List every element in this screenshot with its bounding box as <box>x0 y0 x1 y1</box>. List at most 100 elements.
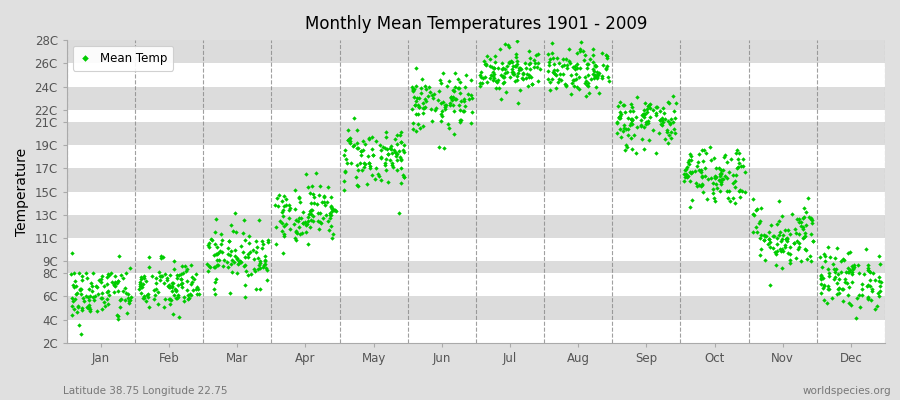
Mean Temp <box>81 305 95 312</box>
Mean Temp <box>480 79 494 86</box>
Mean Temp <box>396 142 410 148</box>
Mean Temp <box>637 146 652 152</box>
Mean Temp <box>464 108 479 115</box>
Bar <box>67 87 885 110</box>
Mean Temp <box>501 43 516 50</box>
Mean Temp <box>80 304 94 311</box>
Mean Temp <box>443 100 457 106</box>
Mean Temp <box>278 202 293 208</box>
Mean Temp <box>404 106 419 113</box>
Mean Temp <box>451 85 465 91</box>
Mean Temp <box>749 224 763 230</box>
Mean Temp <box>792 244 806 251</box>
Mean Temp <box>531 60 545 66</box>
Mean Temp <box>410 102 425 109</box>
Mean Temp <box>153 276 167 283</box>
Mean Temp <box>714 171 728 178</box>
Mean Temp <box>447 69 462 76</box>
Mean Temp <box>847 264 861 270</box>
Mean Temp <box>715 176 729 182</box>
Mean Temp <box>157 279 171 286</box>
Mean Temp <box>338 147 353 153</box>
Mean Temp <box>783 231 797 238</box>
Mean Temp <box>221 238 236 244</box>
Mean Temp <box>112 252 127 259</box>
Mean Temp <box>364 172 379 178</box>
Mean Temp <box>678 167 692 173</box>
Mean Temp <box>326 231 340 237</box>
Mean Temp <box>591 72 606 78</box>
Mean Temp <box>464 76 478 83</box>
Mean Temp <box>189 270 203 277</box>
Bar <box>67 238 885 262</box>
Mean Temp <box>708 164 723 171</box>
Mean Temp <box>252 259 266 266</box>
Mean Temp <box>68 283 83 289</box>
Mean Temp <box>122 296 137 303</box>
Mean Temp <box>533 66 547 72</box>
Mean Temp <box>621 132 635 138</box>
Mean Temp <box>102 271 116 277</box>
Mean Temp <box>800 256 814 262</box>
Mean Temp <box>153 255 167 261</box>
Mean Temp <box>720 188 734 194</box>
Mean Temp <box>236 249 250 256</box>
Mean Temp <box>580 82 594 88</box>
Mean Temp <box>511 70 526 76</box>
Mean Temp <box>86 294 101 300</box>
Mean Temp <box>691 159 706 165</box>
Mean Temp <box>504 66 518 72</box>
Mean Temp <box>558 83 572 89</box>
Mean Temp <box>587 68 601 74</box>
Mean Temp <box>351 167 365 174</box>
Mean Temp <box>247 256 261 262</box>
Mean Temp <box>614 111 628 117</box>
Mean Temp <box>475 80 490 86</box>
Mean Temp <box>380 146 394 152</box>
Mean Temp <box>510 61 525 67</box>
Mean Temp <box>701 175 716 182</box>
Mean Temp <box>573 65 588 71</box>
Mean Temp <box>817 283 832 290</box>
Mean Temp <box>172 272 186 278</box>
Mean Temp <box>798 229 813 236</box>
Mean Temp <box>301 218 315 224</box>
Mean Temp <box>829 266 843 272</box>
Mean Temp <box>409 110 423 117</box>
Mean Temp <box>289 229 303 235</box>
Mean Temp <box>792 218 806 225</box>
Mean Temp <box>204 236 219 242</box>
Mean Temp <box>509 72 524 79</box>
Mean Temp <box>485 77 500 84</box>
Mean Temp <box>797 233 812 240</box>
Mean Temp <box>249 238 264 244</box>
Mean Temp <box>337 186 351 193</box>
Mean Temp <box>283 226 297 232</box>
Mean Temp <box>775 213 789 219</box>
Mean Temp <box>491 76 506 83</box>
Mean Temp <box>822 273 836 279</box>
Mean Temp <box>780 235 795 242</box>
Mean Temp <box>746 229 760 236</box>
Mean Temp <box>835 298 850 304</box>
Mean Temp <box>572 86 586 92</box>
Mean Temp <box>393 129 408 136</box>
Mean Temp <box>445 96 459 103</box>
Mean Temp <box>167 258 182 264</box>
Mean Temp <box>842 283 856 290</box>
Mean Temp <box>653 117 668 123</box>
Mean Temp <box>165 283 179 289</box>
Mean Temp <box>569 71 583 77</box>
Mean Temp <box>461 91 475 98</box>
Mean Temp <box>406 126 420 133</box>
Mean Temp <box>827 276 842 282</box>
Mean Temp <box>778 227 793 233</box>
Mean Temp <box>346 143 360 150</box>
Mean Temp <box>293 199 308 205</box>
Mean Temp <box>550 54 564 61</box>
Mean Temp <box>409 64 423 71</box>
Mean Temp <box>831 271 845 277</box>
Mean Temp <box>435 108 449 114</box>
Mean Temp <box>142 304 157 310</box>
Mean Temp <box>313 219 328 225</box>
